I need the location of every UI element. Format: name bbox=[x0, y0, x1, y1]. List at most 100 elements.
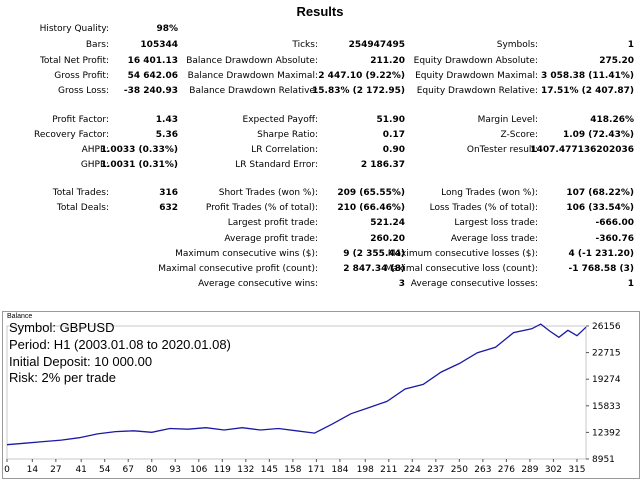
equity-dd-abs-label: Equity Drawdown Absolute: bbox=[413, 56, 538, 66]
ahpr-value: 1.0033 (0.33%) bbox=[100, 145, 178, 155]
lr-correlation-value: 0.90 bbox=[382, 145, 405, 155]
avg-loss-value: -360.76 bbox=[595, 234, 634, 244]
lr-std-error-value: 2 186.37 bbox=[360, 160, 405, 170]
profit-factor-value: 1.43 bbox=[155, 115, 178, 125]
x-tick-label: 237 bbox=[427, 465, 444, 475]
balance-dd-max-label: Balance Drawdown Maximal: bbox=[187, 71, 318, 81]
lr-std-error-label: LR Standard Error: bbox=[235, 160, 318, 170]
chart-panel-title: Balance bbox=[7, 313, 33, 320]
short-trades-value: 209 (65.55%) bbox=[337, 188, 405, 198]
symbols-value: 1 bbox=[627, 40, 634, 50]
x-tick-label: 315 bbox=[568, 465, 585, 475]
chart-initial-deposit: Initial Deposit: 10 000.00 bbox=[9, 354, 153, 369]
total-net-profit-value: 16 401.13 bbox=[127, 56, 178, 66]
x-tick-label: 276 bbox=[498, 465, 515, 475]
avg-consec-losses-label: Average consecutive losses: bbox=[410, 279, 538, 289]
ghpr-value: 1.0031 (0.31%) bbox=[100, 160, 178, 170]
avg-profit-label: Average profit trade: bbox=[224, 234, 318, 244]
profit-trades-label: Profit Trades (% of total): bbox=[205, 203, 318, 213]
ticks-value: 254947495 bbox=[348, 40, 405, 50]
total-net-profit-label: Total Net Profit: bbox=[39, 56, 109, 66]
x-tick-label: 211 bbox=[380, 465, 397, 475]
z-score-value: 1.09 (72.43%) bbox=[562, 130, 634, 140]
y-tick-label: 8951 bbox=[592, 455, 615, 465]
x-tick-label: 41 bbox=[75, 465, 86, 475]
equity-dd-max-label: Equity Drawdown Maximal: bbox=[415, 71, 538, 81]
y-tick-label: 26156 bbox=[592, 322, 621, 332]
x-tick-label: 184 bbox=[331, 465, 348, 475]
chart-symbol: Symbol: GBPUSD bbox=[9, 320, 115, 335]
chart-risk: Risk: 2% per trade bbox=[9, 370, 116, 385]
x-tick-label: 27 bbox=[50, 465, 61, 475]
x-tick-label: 54 bbox=[99, 465, 111, 475]
x-tick-label: 145 bbox=[261, 465, 278, 475]
max-consec-losses-value: 4 (-1 231.20) bbox=[568, 249, 634, 259]
maximal-consec-profit-value: 2 847.34 (8) bbox=[343, 264, 405, 274]
largest-loss-label: Largest loss trade: bbox=[454, 218, 538, 228]
y-tick-label: 12392 bbox=[592, 428, 621, 438]
expected-payoff-label: Expected Payoff: bbox=[242, 115, 318, 125]
history-quality-label: History Quality: bbox=[39, 24, 109, 34]
gross-profit-value: 54 642.06 bbox=[127, 71, 178, 81]
chart-period: Period: H1 (2003.01.08 to 2020.01.08) bbox=[9, 337, 231, 352]
ontester-result-value: 1407.477136202036 bbox=[530, 145, 634, 155]
loss-trades-label: Loss Trades (% of total): bbox=[429, 203, 538, 213]
sharpe-ratio-label: Sharpe Ratio: bbox=[257, 130, 318, 140]
y-tick-label: 22715 bbox=[592, 349, 621, 359]
page-title: Results bbox=[296, 4, 344, 19]
maximal-consec-loss-value: -1 768.58 (3) bbox=[568, 264, 634, 274]
total-trades-label: Total Trades: bbox=[52, 188, 109, 198]
x-tick-label: 263 bbox=[474, 465, 491, 475]
avg-profit-value: 260.20 bbox=[370, 234, 405, 244]
equity-dd-max-value: 3 058.38 (11.41%) bbox=[541, 71, 634, 81]
balance-chart-svg: 26156 22715 19274 15833 12392 8951 0 14 27 41 54 67… bbox=[4, 322, 621, 475]
ticks-label: Ticks: bbox=[292, 40, 318, 50]
balance-chart: 26156 22715 19274 15833 12392 8951 0 14 27 41 54 67… bbox=[2, 311, 640, 479]
short-trades-label: Short Trades (won %): bbox=[218, 188, 318, 198]
balance-series-line bbox=[6, 323, 587, 446]
x-tick-label: 80 bbox=[146, 465, 158, 475]
x-tick-label: 132 bbox=[237, 465, 254, 475]
ontester-result-label: OnTester result: bbox=[466, 145, 538, 155]
profit-factor-label: Profit Factor: bbox=[52, 115, 109, 125]
max-consec-wins-label: Maximum consecutive wins ($): bbox=[175, 249, 318, 259]
long-trades-label: Long Trades (won %): bbox=[441, 188, 538, 198]
margin-level-value: 418.26% bbox=[590, 115, 634, 125]
x-tick-label: 198 bbox=[357, 465, 374, 475]
total-deals-label: Total Deals: bbox=[56, 203, 109, 213]
symbols-label: Symbols: bbox=[496, 40, 538, 50]
loss-trades-value: 106 (33.54%) bbox=[566, 203, 634, 213]
largest-loss-value: -666.00 bbox=[595, 218, 634, 228]
plot-area bbox=[6, 325, 587, 460]
equity-dd-rel-label: Equity Drawdown Relative: bbox=[416, 86, 538, 96]
y-tick-label: 19274 bbox=[592, 375, 621, 385]
x-tick-label: 289 bbox=[521, 465, 538, 475]
lr-correlation-label: LR Correlation: bbox=[251, 145, 318, 155]
bars-value: 105344 bbox=[140, 40, 178, 50]
balance-dd-rel-label: Balance Drawdown Relative: bbox=[189, 86, 318, 96]
recovery-factor-value: 5.36 bbox=[155, 130, 178, 140]
max-consec-wins-value: 9 (2 355.44) bbox=[343, 249, 405, 259]
balance-dd-abs-label: Balance Drawdown Absolute: bbox=[186, 56, 318, 66]
largest-profit-label: Largest profit trade: bbox=[227, 218, 318, 228]
x-tick-label: 67 bbox=[123, 465, 134, 475]
total-deals-value: 632 bbox=[159, 203, 178, 213]
avg-consec-wins-label: Average consecutive wins: bbox=[198, 279, 318, 289]
balance-dd-abs-value: 211.20 bbox=[370, 56, 405, 66]
gross-loss-value: -38 240.93 bbox=[123, 86, 178, 96]
avg-loss-label: Average loss trade: bbox=[450, 234, 538, 244]
x-tick-label: 171 bbox=[308, 465, 325, 475]
x-tick-label: 302 bbox=[545, 465, 562, 475]
balance-dd-max-value: 2 447.10 (9.22%) bbox=[318, 71, 405, 81]
x-tick-label: 158 bbox=[284, 465, 301, 475]
maximal-consec-loss-label: Maximal consecutive loss (count): bbox=[384, 264, 538, 274]
avg-consec-losses-value: 1 bbox=[627, 279, 634, 289]
profit-trades-value: 210 (66.46%) bbox=[337, 203, 405, 213]
recovery-factor-label: Recovery Factor: bbox=[33, 130, 109, 140]
avg-consec-wins-value: 3 bbox=[398, 279, 405, 289]
x-tick-label: 0 bbox=[4, 465, 10, 475]
equity-dd-abs-value: 275.20 bbox=[599, 56, 634, 66]
x-tick-label: 93 bbox=[170, 465, 181, 475]
x-tick-label: 106 bbox=[190, 465, 207, 475]
y-tick-label: 15833 bbox=[592, 402, 621, 412]
